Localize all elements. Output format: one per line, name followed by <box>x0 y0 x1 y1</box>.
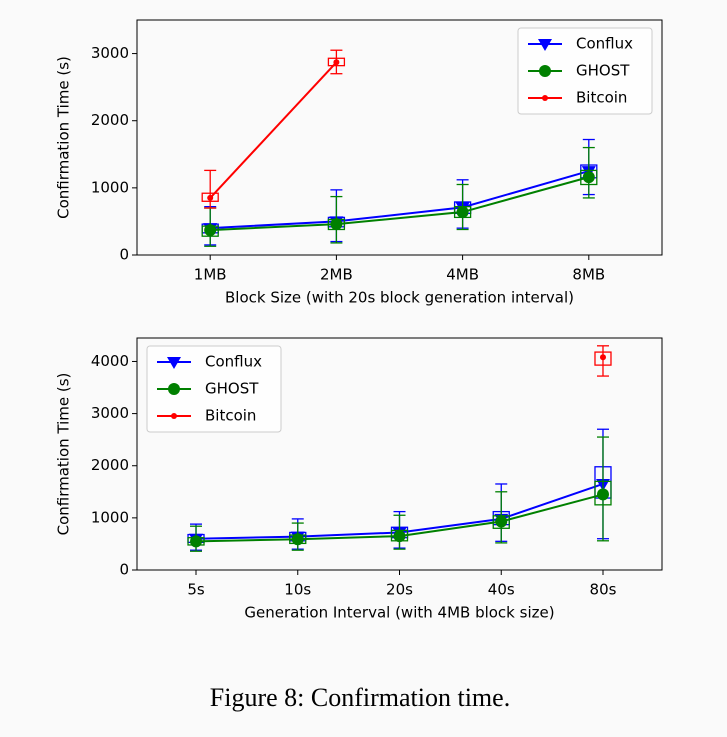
marker <box>582 171 595 184</box>
y-tick-label: 2000 <box>91 111 129 129</box>
marker <box>167 357 181 369</box>
marker <box>542 95 548 101</box>
marker <box>330 218 343 231</box>
series-line <box>210 176 590 232</box>
box <box>594 351 612 366</box>
marker <box>168 383 180 395</box>
caption: Figure 8: Confirmation time. <box>210 683 510 712</box>
marker <box>204 224 217 237</box>
legend-label: Bitcoin <box>576 89 627 107</box>
y-tick-label: 1000 <box>91 178 129 196</box>
marker <box>333 59 340 66</box>
marker <box>538 39 552 51</box>
x-tick-label: 20s <box>386 581 413 599</box>
legend-box <box>517 27 653 115</box>
y-tick-label: 3000 <box>91 44 129 62</box>
legend-label: Conflux <box>205 353 262 371</box>
legend-label: GHOST <box>205 380 259 398</box>
x-tick-label: 5s <box>187 581 205 599</box>
x-tick-label: 1MB <box>194 266 227 284</box>
x-tick-label: 10s <box>284 581 311 599</box>
y-tick-label: 0 <box>119 561 129 579</box>
series-line <box>210 170 590 230</box>
x-tick-label: 4MB <box>446 266 479 284</box>
y-tick-label: 2000 <box>91 456 129 474</box>
box <box>594 480 612 506</box>
x-tick-label: 80s <box>590 581 617 599</box>
plot-area <box>136 19 663 256</box>
marker <box>596 488 609 501</box>
marker <box>207 194 214 201</box>
x-axis-label: Generation Interval (with 4MB block size… <box>244 604 554 622</box>
series-line <box>209 61 338 199</box>
x-tick-label: 8MB <box>572 266 605 284</box>
y-tick-label: 4000 <box>91 352 129 370</box>
marker <box>495 515 508 528</box>
legend-label: Conflux <box>576 35 633 53</box>
box <box>201 192 219 202</box>
marker <box>171 413 177 419</box>
marker <box>456 206 469 219</box>
x-tick-label: 2MB <box>320 266 353 284</box>
box <box>327 57 346 67</box>
legend-label: Bitcoin <box>205 407 256 425</box>
y-tick-label: 0 <box>119 246 129 264</box>
marker <box>539 65 551 77</box>
y-tick-label: 3000 <box>91 404 129 422</box>
box <box>580 169 598 186</box>
marker <box>393 530 406 543</box>
x-axis-label: Block Size (with 20s block generation in… <box>225 289 574 307</box>
marker <box>190 535 203 548</box>
marker <box>291 533 304 546</box>
x-tick-label: 40s <box>488 581 515 599</box>
y-tick-label: 1000 <box>91 508 129 526</box>
y-axis-label: Confirmation Time (s) <box>55 373 73 536</box>
marker <box>599 354 606 361</box>
legend-box <box>146 345 282 433</box>
y-axis-label: Confirmation Time (s) <box>55 56 73 219</box>
legend-label: GHOST <box>576 62 630 80</box>
